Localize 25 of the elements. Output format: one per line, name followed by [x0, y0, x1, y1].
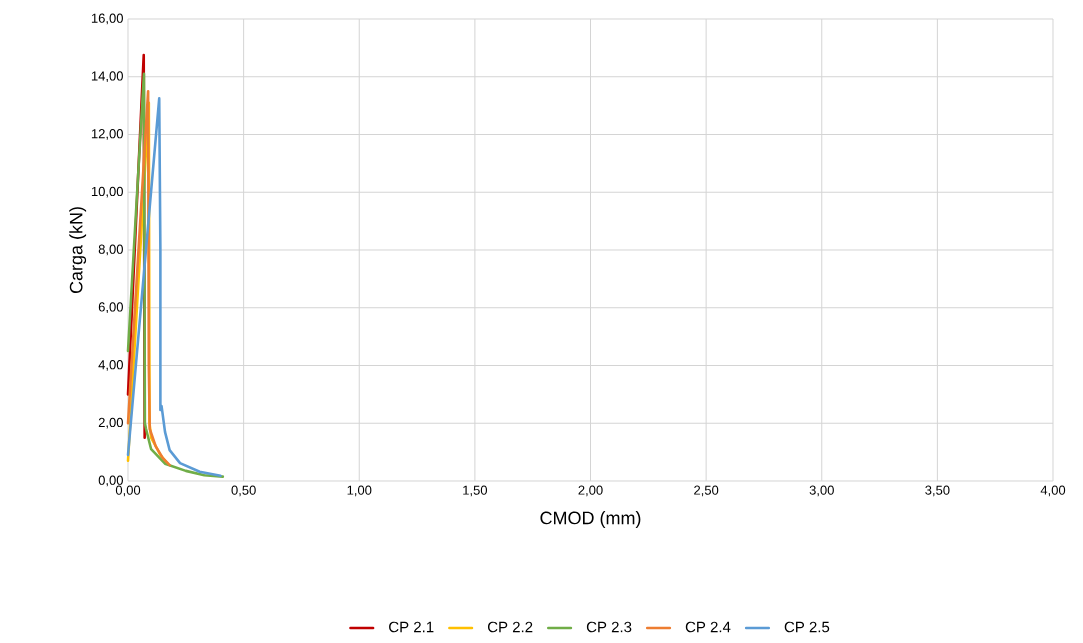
legend-label: CP 2.5 [784, 621, 830, 633]
y-tick-label: 0,00 [98, 475, 123, 487]
legend-label: CP 2.2 [487, 621, 533, 633]
x-tick-label: 3,50 [925, 485, 950, 497]
x-tick-label: 1,00 [347, 485, 372, 497]
legend-label: CP 2.3 [586, 621, 632, 633]
y-tick-label: 14,00 [91, 71, 123, 83]
y-tick-label: 12,00 [91, 129, 123, 140]
legend-label: CP 2.1 [389, 621, 434, 633]
x-tick-label: 2,00 [578, 485, 603, 497]
legend-label: CP 2.4 [685, 621, 731, 633]
y-tick-label: 4,00 [98, 360, 123, 371]
x-tick-label: 4,00 [1040, 485, 1066, 497]
y-tick-label: 16,00 [91, 13, 123, 25]
y-axis-title: Carga (kN) [69, 207, 87, 294]
x-tick-label: 0,50 [231, 485, 256, 497]
y-tick-label: 6,00 [98, 302, 123, 314]
y-tick-label: 10,00 [91, 186, 123, 198]
y-tick-label: 2,00 [98, 417, 123, 429]
x-tick-label: 0,00 [115, 485, 141, 497]
y-tick-label: 8,00 [98, 244, 123, 256]
x-axis-title: CMOD (mm) [540, 511, 641, 528]
x-tick-label: 1,50 [463, 485, 488, 497]
x-tick-label: 2,50 [694, 485, 719, 497]
x-tick-label: 3,00 [809, 485, 834, 497]
